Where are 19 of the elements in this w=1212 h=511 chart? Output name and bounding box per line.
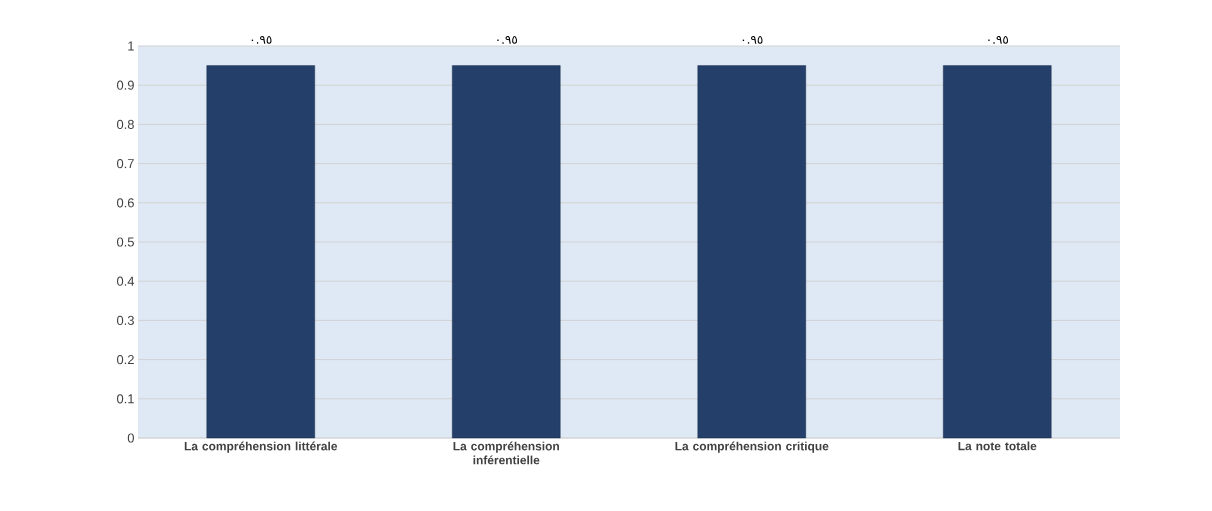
y-tick-label: 0.2 bbox=[116, 355, 134, 365]
y-tick-label: 0.7 bbox=[116, 159, 134, 169]
x-tick-label: La compréhension inférentielle bbox=[453, 441, 559, 465]
y-tick-label: 0.9 bbox=[116, 80, 134, 90]
x-tick-label: La compréhension littérale bbox=[184, 441, 338, 453]
y-tick-label: 0.1 bbox=[116, 394, 134, 404]
y-tick-label: 1 bbox=[128, 41, 134, 51]
x-tick-label: La note totale bbox=[958, 441, 1037, 451]
data-label: ٠.٩٥ bbox=[988, 35, 1008, 44]
data-label: ٠.٩٥ bbox=[497, 35, 517, 44]
data-label: ٠.٩٥ bbox=[251, 35, 272, 44]
y-tick-label: 0.4 bbox=[116, 276, 135, 286]
y-tick-label: 0.5 bbox=[116, 237, 134, 247]
y-tick-label: 0.3 bbox=[116, 315, 134, 325]
y-tick-label: 0.8 bbox=[116, 119, 134, 129]
y-tick-label: 0 bbox=[127, 433, 134, 443]
x-tick-label: La compréhension critique bbox=[675, 441, 829, 453]
y-tick-label: 0.6 bbox=[116, 198, 134, 208]
data-label: ٠.٩٥ bbox=[742, 35, 763, 44]
